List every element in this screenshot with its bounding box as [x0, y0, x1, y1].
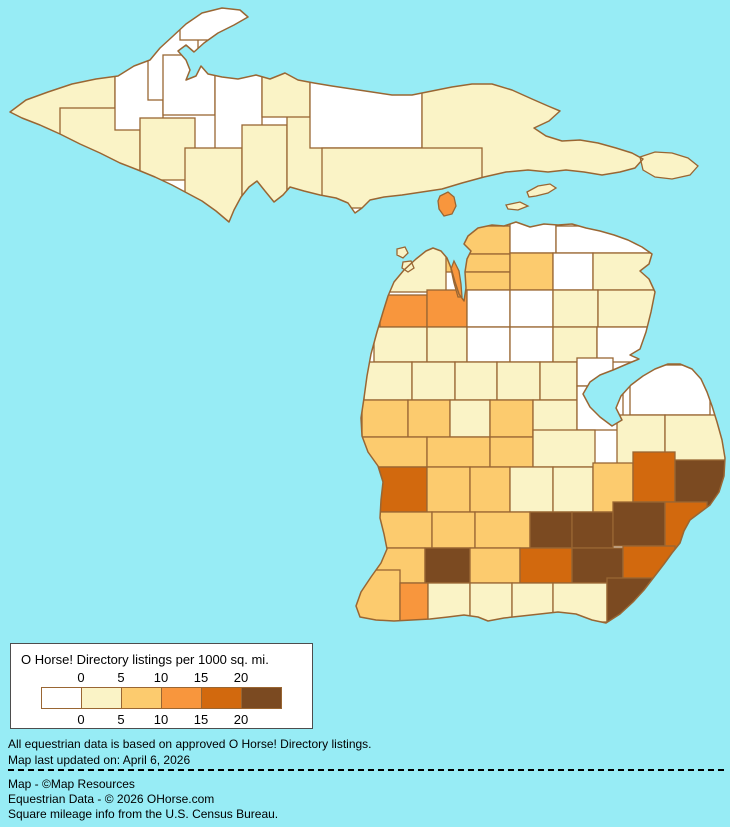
- legend-tick-top-15: 15: [193, 670, 209, 685]
- legend-swatch-3: [161, 687, 202, 709]
- county-eaton: [474, 511, 531, 549]
- county-missaukee: [466, 326, 511, 363]
- county-oceana: [361, 399, 409, 438]
- county-mecosta: [449, 399, 491, 438]
- legend-swatch-1: [81, 687, 122, 709]
- county-benzie: [379, 294, 428, 328]
- legend-color-ramp: [41, 687, 282, 709]
- legend-swatch-4: [201, 687, 242, 709]
- legend-tick-top-20: 20: [233, 670, 249, 685]
- legend-tick-top-0: 0: [77, 670, 85, 685]
- county-kent: [426, 466, 471, 513]
- county-emmet: [449, 225, 511, 255]
- note-last-updated: Map last updated on: April 6, 2026: [8, 753, 191, 767]
- county-iosco: [596, 326, 658, 363]
- county-lake: [411, 361, 456, 401]
- legend-tick-bottom-5: 5: [117, 712, 125, 727]
- county-newaygo: [407, 399, 451, 438]
- county-drummond: [639, 151, 699, 180]
- legend-tick-bottom-0: 0: [77, 712, 85, 727]
- legend-ticks-top: 0 5 10 15 20: [41, 670, 283, 685]
- legend-swatch-5: [241, 687, 282, 709]
- county-kalkaska: [466, 289, 511, 328]
- county-clinton: [509, 466, 554, 513]
- county-ottawa: [377, 466, 428, 513]
- county-antrim: [459, 271, 511, 291]
- county-oakland: [612, 501, 666, 547]
- county-macomb: [664, 501, 708, 549]
- county-barry: [431, 511, 476, 549]
- credit-census: Square mileage info from the U.S. Census…: [8, 807, 279, 821]
- county-gladwin: [539, 361, 578, 401]
- county-presque_isle: [555, 225, 653, 254]
- county-delta: [241, 124, 288, 206]
- up-outline: [9, 7, 644, 223]
- county-muskegon: [361, 436, 428, 468]
- county-roscommon: [509, 326, 554, 363]
- dashed-divider: [8, 769, 724, 771]
- county-beaver_island: [437, 191, 457, 217]
- county-wexford: [426, 326, 468, 363]
- county-menominee: [184, 147, 243, 222]
- county-mason: [363, 361, 413, 401]
- county-gratiot: [489, 436, 534, 468]
- county-lapeer: [632, 451, 676, 503]
- county-north_manitou: [396, 246, 409, 259]
- county-baraga: [162, 54, 216, 116]
- legend-tick-bottom-10: 10: [153, 712, 169, 727]
- county-livingston: [571, 511, 614, 549]
- county-ingham: [529, 511, 573, 549]
- legend-tick-top-5: 5: [117, 670, 125, 685]
- county-cass: [399, 582, 429, 623]
- county-osceola: [454, 361, 498, 401]
- county-alger: [261, 61, 311, 118]
- credit-equestrian-data: Equestrian Data - © 2026 OHorse.com: [8, 792, 215, 806]
- county-clare: [496, 361, 541, 401]
- credit-map: Map - ©Map Resources: [8, 777, 135, 791]
- county-crawford: [509, 289, 554, 328]
- lp-outline: [355, 221, 726, 624]
- county-bois_blanc: [505, 201, 530, 211]
- county-calhoun: [469, 547, 521, 584]
- legend: O Horse! Directory listings per 1000 sq.…: [10, 643, 313, 729]
- legend-swatch-2: [121, 687, 162, 709]
- county-huron: [629, 364, 711, 416]
- legend-tick-top-10: 10: [153, 670, 169, 685]
- county-montcalm: [426, 436, 491, 468]
- county-ogemaw: [552, 326, 598, 363]
- county-luce: [309, 79, 423, 149]
- county-oscoda: [552, 289, 599, 328]
- county-ionia: [469, 466, 511, 513]
- legend-ticks-bottom: 0 5 10 15 20: [41, 712, 283, 727]
- county-kalamazoo: [424, 547, 471, 584]
- county-monroe: [606, 577, 663, 623]
- county-saginaw: [532, 429, 596, 468]
- county-les_cheneaux: [526, 183, 558, 198]
- county-jackson: [519, 547, 573, 584]
- legend-tick-bottom-20: 20: [233, 712, 249, 727]
- county-alcona: [597, 289, 661, 328]
- county-montmorency: [552, 252, 594, 291]
- county-mackinac: [321, 147, 483, 209]
- legend-title: O Horse! Directory listings per 1000 sq.…: [21, 652, 269, 667]
- legend-tick-bottom-15: 15: [193, 712, 209, 727]
- county-shiawassee: [552, 466, 594, 513]
- county-otsego: [509, 252, 554, 291]
- county-isabella: [489, 399, 534, 438]
- county-manistee: [373, 326, 428, 363]
- legend-swatch-0: [41, 687, 82, 709]
- note-data-source: All equestrian data is based on approved…: [8, 737, 372, 751]
- county-allegan: [377, 511, 433, 549]
